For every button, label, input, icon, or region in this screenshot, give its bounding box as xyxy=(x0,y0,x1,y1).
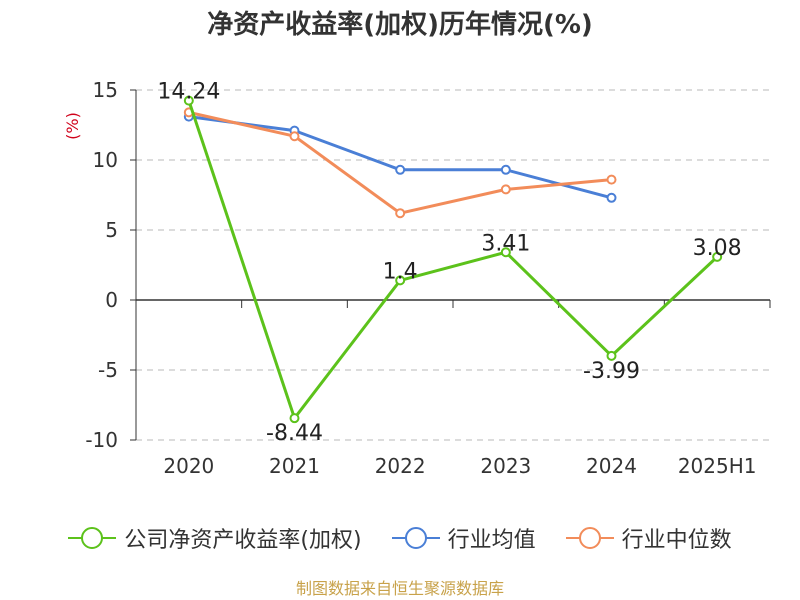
data-label: 3.41 xyxy=(481,231,530,256)
data-point[interactable] xyxy=(289,131,300,142)
legend-industry-mean-line-icon xyxy=(391,527,440,549)
x-tick-label: 2023 xyxy=(480,454,531,478)
data-point[interactable] xyxy=(500,247,511,258)
y-axis-label: (%) xyxy=(63,112,82,140)
series-line-2 xyxy=(188,110,612,215)
data-point[interactable] xyxy=(395,164,406,175)
y-tick-label: -10 xyxy=(85,428,118,452)
axes: 15 10 5 0 -5 -10 2020 2021 2022 2023 2024 2025H1 (%) xyxy=(63,78,771,478)
x-tick-label: 2021 xyxy=(269,454,320,478)
y-tick-label: -5 xyxy=(98,358,118,382)
data-label: 14.24 xyxy=(157,80,220,105)
legend-item-company[interactable]: 公司净资产收益率(加权) xyxy=(68,522,362,554)
series-lines xyxy=(183,95,723,424)
data-label: 1.4 xyxy=(383,259,418,284)
data-point[interactable] xyxy=(289,413,300,424)
y-tick-label: 10 xyxy=(93,148,118,172)
x-tick-label: 2025H1 xyxy=(678,454,757,478)
data-label: -3.99 xyxy=(583,359,640,384)
data-point[interactable] xyxy=(500,184,511,195)
data-point[interactable] xyxy=(395,275,406,286)
source-note: 制图数据来自恒生聚源数据库 xyxy=(295,579,504,598)
legend-industry-median-label: 行业中位数 xyxy=(621,528,732,553)
data-point[interactable] xyxy=(606,192,617,203)
legend-company-label: 公司净资产收益率(加权) xyxy=(124,528,362,553)
data-labels: 14.24 -8.44 1.4 3.41 -3.99 3.08 xyxy=(157,80,741,447)
legend-item-industry-mean[interactable]: 行业均值 xyxy=(391,522,536,554)
grid-lines xyxy=(136,89,770,441)
data-point[interactable] xyxy=(500,164,511,175)
legend-item-industry-median[interactable]: 行业中位数 xyxy=(565,522,732,554)
data-label: 3.08 xyxy=(693,236,742,261)
data-point[interactable] xyxy=(606,174,617,185)
y-tick-label: 0 xyxy=(105,288,118,312)
x-tick-label: 2022 xyxy=(375,454,426,478)
legend: 公司净资产收益率(加权) 行业均值 行业中位数 xyxy=(0,520,800,556)
data-point[interactable] xyxy=(395,208,406,219)
data-point[interactable] xyxy=(712,251,723,262)
y-tick-label: 5 xyxy=(105,218,118,242)
series-line-0 xyxy=(187,100,719,420)
data-point[interactable] xyxy=(183,95,194,106)
data-point[interactable] xyxy=(606,350,617,361)
y-tick-label: 15 xyxy=(93,78,118,102)
x-tick-label: 2020 xyxy=(163,454,214,478)
legend-industry-median-line-icon xyxy=(565,527,614,549)
legend-company-line-icon xyxy=(68,527,117,549)
legend-industry-mean-label: 行业均值 xyxy=(447,528,536,553)
chart-title: 净资产收益率(加权)历年情况(%) xyxy=(207,10,593,40)
data-label: -8.44 xyxy=(266,421,323,446)
x-tick-label: 2024 xyxy=(586,454,637,478)
